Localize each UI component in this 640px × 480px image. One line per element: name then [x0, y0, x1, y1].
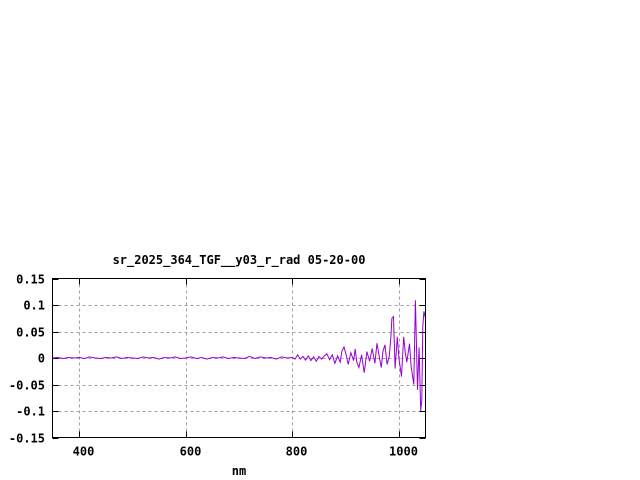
y-tick-label: -0.05 — [9, 379, 45, 393]
y-tick-label: 0.05 — [16, 326, 45, 340]
y-tick-label: -0.15 — [9, 432, 45, 446]
y-tick-label: 0.1 — [23, 299, 45, 313]
plot-frame — [52, 278, 426, 438]
x-tick-label: 600 — [180, 445, 202, 459]
y-tick-label: -0.1 — [16, 405, 45, 419]
y-tick-label: 0 — [38, 352, 45, 366]
series-line — [52, 300, 426, 412]
chart-title: sr_2025_364_TGF__y03_r_rad 05-20-00 — [113, 253, 366, 268]
y-tick-label: 0.15 — [16, 273, 45, 287]
ticks: 0.15 0.1 0.05 0 -0.05 -0.1 -0.15 400 600 800 1000 — [9, 273, 426, 459]
x-axis-label: nm — [232, 464, 246, 478]
x-tick-label: 800 — [286, 445, 308, 459]
series — [52, 300, 426, 412]
x-tick-label: 400 — [73, 445, 95, 459]
x-tick-label: 1000 — [389, 445, 418, 459]
